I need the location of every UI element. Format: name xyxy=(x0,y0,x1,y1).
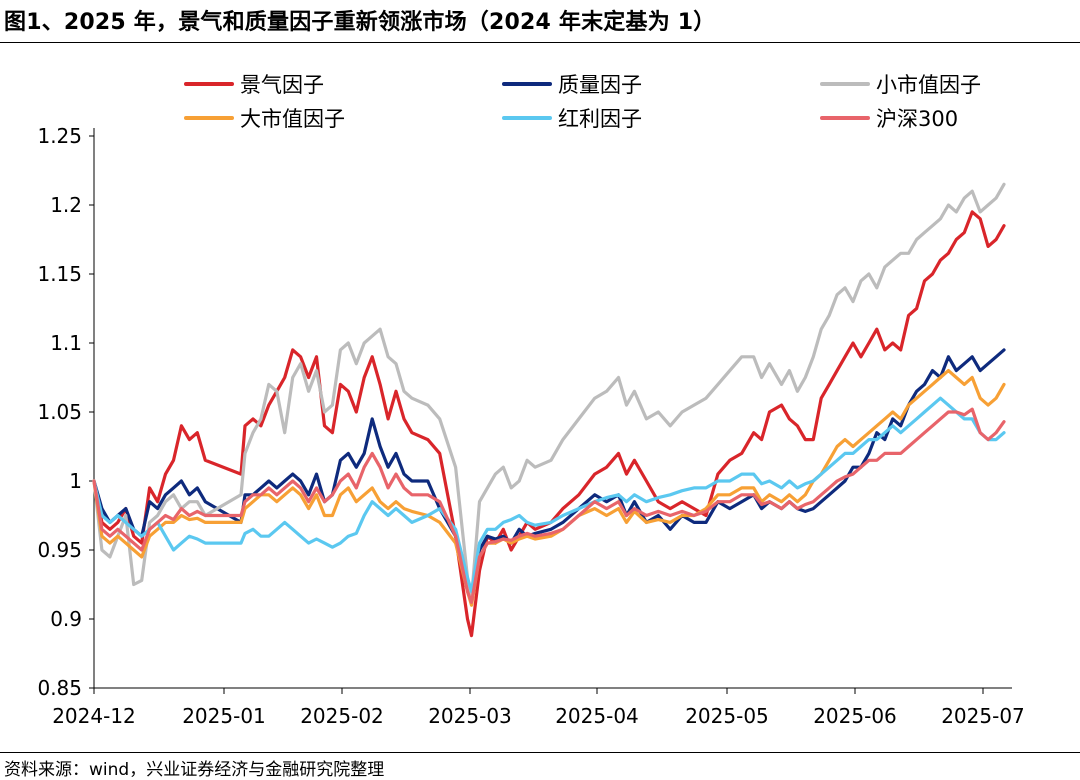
y-tick-label: 1.2 xyxy=(50,193,82,217)
y-tick-label: 0.9 xyxy=(50,607,82,631)
series-line-5 xyxy=(94,398,1004,591)
series-lines xyxy=(94,184,1004,635)
legend-label: 沪深300 xyxy=(876,107,958,131)
chart-title: 图1、2025 年，景气和质量因子重新领涨市场（2024 年末定基为 1） xyxy=(4,4,715,36)
line-chart: 0.85 0.9 0.95 1 1.05 1.1 1.15 1.2 1.25 2024-12 202… xyxy=(0,44,1080,750)
series-line-6 xyxy=(94,409,1004,602)
x-tick-label: 2025-07 xyxy=(941,704,1025,728)
x-tick-label: 2024-12 xyxy=(52,704,136,728)
y-tick-label: 0.95 xyxy=(37,538,82,562)
legend-label: 大市值因子 xyxy=(240,107,345,131)
series-line-4 xyxy=(94,371,1004,606)
y-tick-label: 1.15 xyxy=(37,262,82,286)
x-tick-label: 2025-04 xyxy=(555,704,639,728)
y-tick-label: 1.05 xyxy=(37,400,82,424)
y-tick-label: 1.1 xyxy=(50,331,82,355)
y-tick-label: 0.85 xyxy=(37,676,82,700)
legend-label: 质量因子 xyxy=(558,73,642,97)
x-tick-label: 2025-02 xyxy=(300,704,384,728)
x-tick-label: 2025-05 xyxy=(685,704,769,728)
x-tick-label: 2025-01 xyxy=(182,704,266,728)
y-tick-label: 1.25 xyxy=(37,124,82,148)
y-tick-label: 1 xyxy=(69,469,82,493)
legend-label: 红利因子 xyxy=(558,107,642,131)
source-rule xyxy=(0,752,1080,753)
legend-label: 小市值因子 xyxy=(876,73,981,97)
source-note: 资料来源：wind，兴业证券经济与金融研究院整理 xyxy=(4,755,384,780)
title-rule xyxy=(0,42,1080,43)
legend-label: 景气因子 xyxy=(240,73,324,97)
x-tick-label: 2025-03 xyxy=(428,704,512,728)
x-tick-label: 2025-06 xyxy=(813,704,897,728)
series-line-2 xyxy=(94,350,1004,598)
